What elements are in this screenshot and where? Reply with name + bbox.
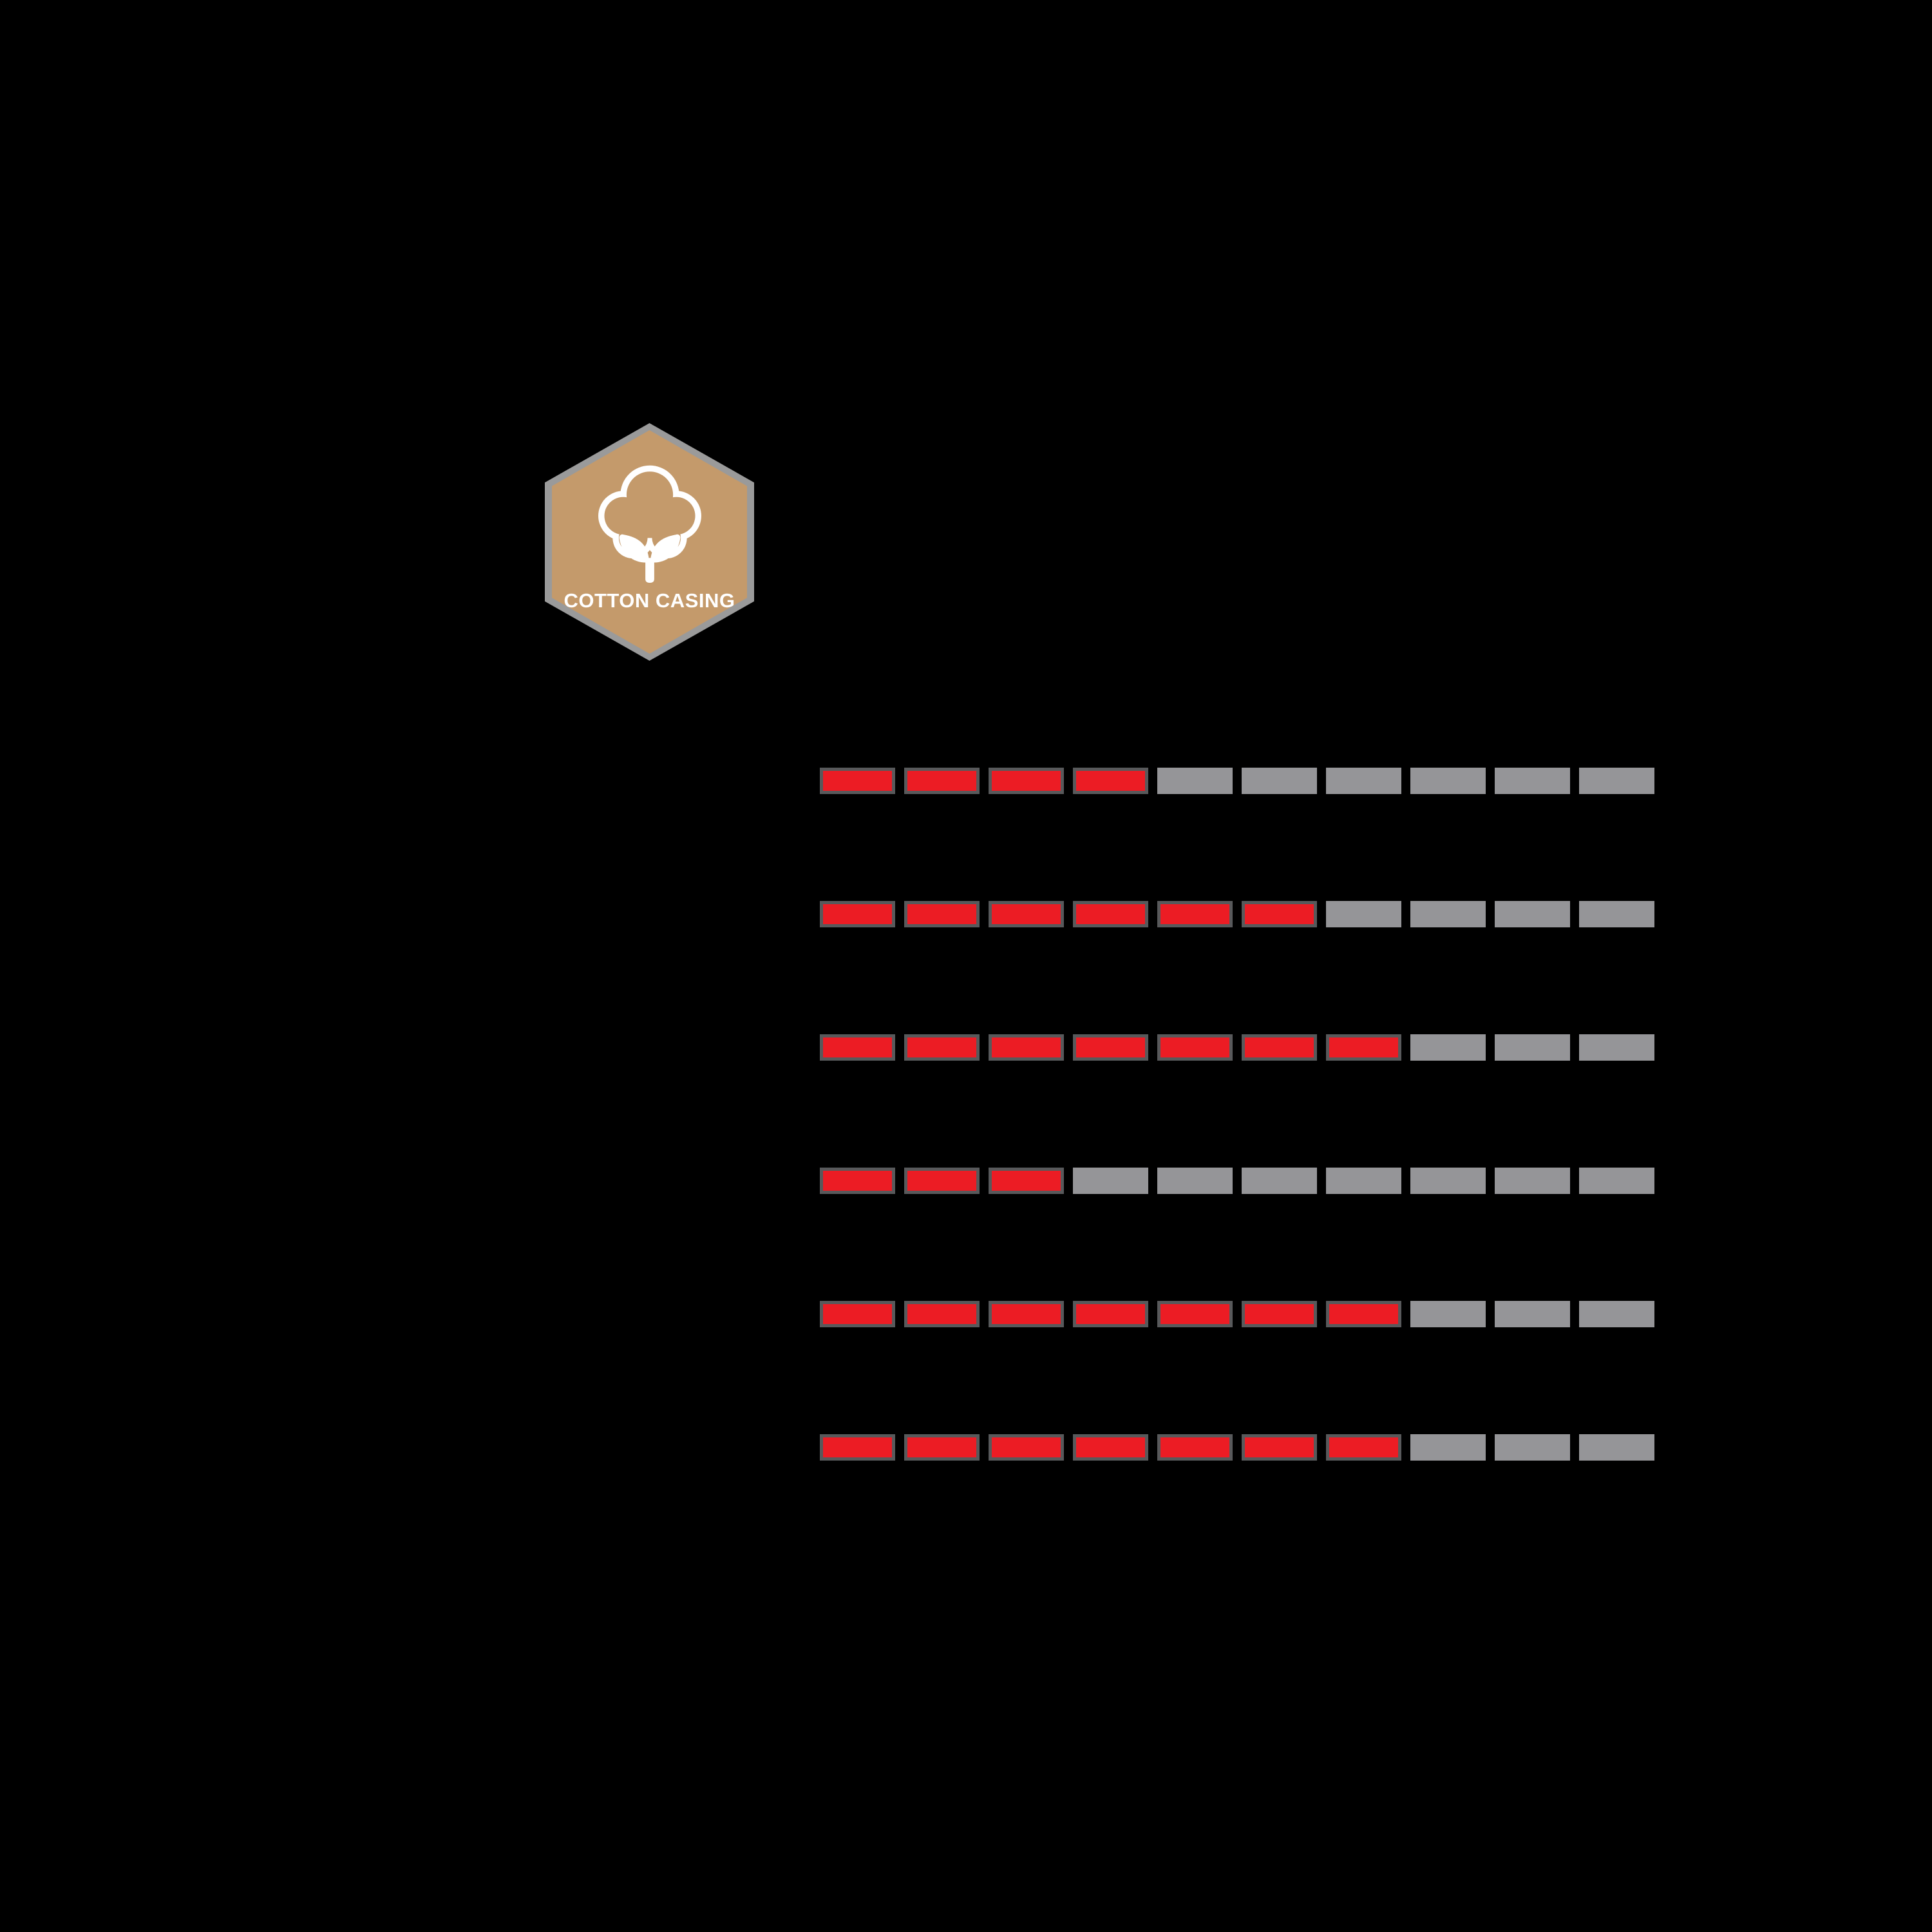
rating-segment-filled — [1073, 901, 1148, 927]
rating-segment-filled — [1326, 1434, 1401, 1461]
rating-segment-filled — [1242, 1434, 1317, 1461]
rating-segment-filled — [1073, 768, 1148, 794]
rating-segment-empty — [1410, 901, 1486, 927]
rating-segment-empty — [1579, 768, 1654, 794]
rating-segment-empty — [1579, 1034, 1654, 1061]
rating-segment-filled — [1326, 1034, 1401, 1061]
rating-segment-filled — [1073, 1301, 1148, 1327]
rating-segment-empty — [1073, 1168, 1148, 1194]
rating-segment-filled — [989, 1434, 1064, 1461]
rating-segment-filled — [1157, 1434, 1233, 1461]
rating-row — [820, 768, 1654, 794]
rating-row — [820, 1434, 1654, 1461]
rating-segment-empty — [1495, 768, 1570, 794]
rating-row — [820, 901, 1654, 927]
rating-segment-filled — [904, 901, 980, 927]
rating-segment-empty — [1410, 1168, 1486, 1194]
rating-segment-empty — [1495, 1434, 1570, 1461]
rating-row — [820, 1034, 1654, 1061]
rating-segment-filled — [904, 1434, 980, 1461]
rating-segment-filled — [904, 1034, 980, 1061]
rating-row — [820, 1301, 1654, 1327]
cotton-casing-label: COTTON CASING — [564, 589, 735, 612]
rating-bars — [820, 768, 1654, 1567]
rating-segment-filled — [1073, 1434, 1148, 1461]
rating-segment-empty — [1410, 1034, 1486, 1061]
cotton-casing-badge: COTTON CASING — [545, 423, 754, 661]
rating-segment-empty — [1157, 1168, 1233, 1194]
rating-segment-filled — [820, 1168, 895, 1194]
rating-segment-filled — [904, 768, 980, 794]
rating-segment-empty — [1579, 1434, 1654, 1461]
rating-segment-filled — [904, 1168, 980, 1194]
rating-segment-filled — [989, 1034, 1064, 1061]
rating-segment-empty — [1495, 1034, 1570, 1061]
rating-segment-filled — [820, 1034, 895, 1061]
rating-segment-empty — [1326, 768, 1401, 794]
rating-segment-filled — [820, 901, 895, 927]
rating-segment-filled — [989, 1301, 1064, 1327]
rating-segment-filled — [1242, 901, 1317, 927]
rating-segment-filled — [1242, 1301, 1317, 1327]
rating-row — [820, 1168, 1654, 1194]
cotton-boll-icon — [598, 465, 701, 583]
rating-segment-filled — [989, 1168, 1064, 1194]
rating-segment-empty — [1157, 768, 1233, 794]
rating-segment-empty — [1495, 1301, 1570, 1327]
rating-segment-filled — [1242, 1034, 1317, 1061]
rating-segment-empty — [1495, 901, 1570, 927]
rating-segment-empty — [1410, 1434, 1486, 1461]
rating-segment-filled — [1157, 1034, 1233, 1061]
rating-segment-empty — [1579, 1168, 1654, 1194]
rating-segment-filled — [989, 768, 1064, 794]
rating-segment-filled — [1157, 901, 1233, 927]
rating-segment-empty — [1579, 901, 1654, 927]
rating-segment-filled — [1326, 1301, 1401, 1327]
rating-segment-filled — [989, 901, 1064, 927]
rating-segment-filled — [904, 1301, 980, 1327]
rating-segment-filled — [820, 1434, 895, 1461]
rating-segment-empty — [1495, 1168, 1570, 1194]
rating-segment-empty — [1579, 1301, 1654, 1327]
rating-segment-filled — [820, 768, 895, 794]
rating-segment-empty — [1326, 901, 1401, 927]
rating-segment-empty — [1242, 1168, 1317, 1194]
rating-segment-filled — [1073, 1034, 1148, 1061]
rating-segment-empty — [1410, 768, 1486, 794]
rating-segment-empty — [1326, 1168, 1401, 1194]
cotton-casing-badge-face: COTTON CASING — [552, 430, 747, 654]
rating-segment-empty — [1242, 768, 1317, 794]
rating-segment-filled — [820, 1301, 895, 1327]
rating-segment-filled — [1157, 1301, 1233, 1327]
rating-segment-empty — [1410, 1301, 1486, 1327]
